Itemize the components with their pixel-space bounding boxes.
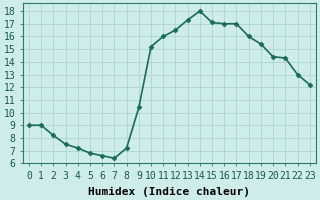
X-axis label: Humidex (Indice chaleur): Humidex (Indice chaleur) (88, 186, 250, 197)
